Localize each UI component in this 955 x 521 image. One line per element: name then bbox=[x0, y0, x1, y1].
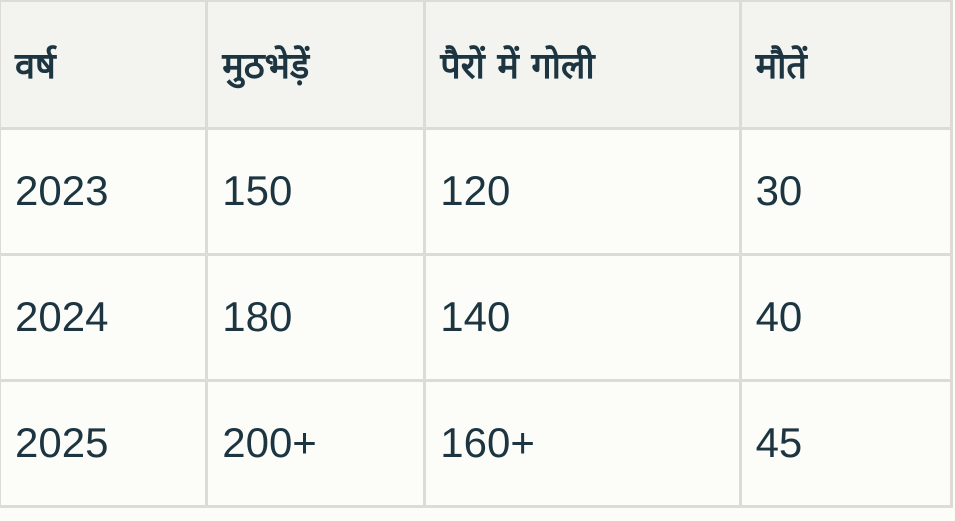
table-row: 2025 200+ 160+ 45 bbox=[0, 378, 954, 508]
cell-deaths: 40 bbox=[738, 252, 954, 382]
cell-encounters: 180 bbox=[205, 252, 427, 382]
table-row: 2023 150 120 30 bbox=[0, 126, 954, 256]
cell-year: 2024 bbox=[0, 252, 209, 382]
header-leg-shots: पैरों में गोली bbox=[423, 0, 742, 130]
cell-encounters: 150 bbox=[205, 126, 427, 256]
cell-deaths: 45 bbox=[738, 378, 954, 508]
header-row: वर्ष मुठभेड़ें पैरों में गोली मौतें bbox=[0, 0, 954, 130]
cell-year: 2025 bbox=[0, 378, 209, 508]
cell-leg-shots: 140 bbox=[423, 252, 742, 382]
cell-year: 2023 bbox=[0, 126, 209, 256]
cell-deaths: 30 bbox=[738, 126, 954, 256]
cell-encounters: 200+ bbox=[205, 378, 427, 508]
header-encounters: मुठभेड़ें bbox=[205, 0, 427, 130]
cell-leg-shots: 120 bbox=[423, 126, 742, 256]
header-year: वर्ष bbox=[0, 0, 209, 130]
header-deaths: मौतें bbox=[738, 0, 954, 130]
data-table: वर्ष मुठभेड़ें पैरों में गोली मौतें 2023… bbox=[0, 0, 954, 508]
cell-leg-shots: 160+ bbox=[423, 378, 742, 508]
table-row: 2024 180 140 40 bbox=[0, 252, 954, 382]
